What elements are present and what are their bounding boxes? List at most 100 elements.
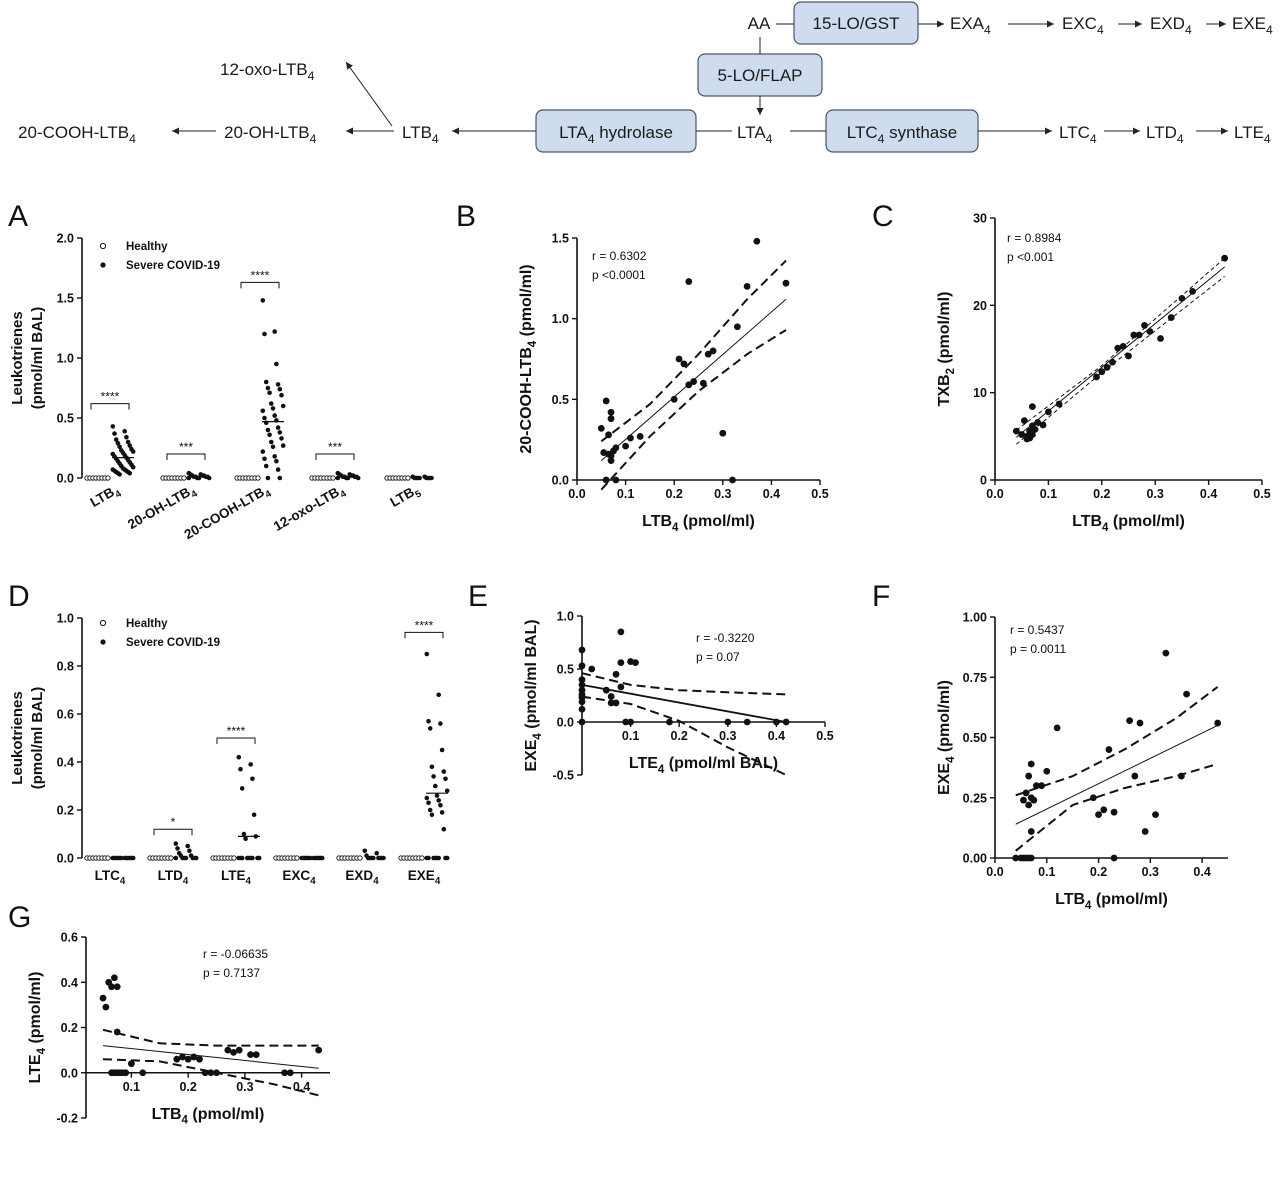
significance-bracket bbox=[404, 631, 444, 639]
covid-point bbox=[277, 386, 283, 392]
y-tick-label: 0.4 bbox=[57, 756, 74, 770]
y-tick-label: 0.4 bbox=[61, 976, 78, 990]
label-15-lo-gst: 15-LO/GST bbox=[813, 14, 900, 33]
p-value: p = 0.07 bbox=[696, 650, 740, 664]
panel-label-e: E bbox=[468, 580, 488, 613]
y-axis-label: EXE4 (pmol/ml BAL) bbox=[523, 619, 544, 771]
covid-point bbox=[260, 298, 266, 303]
y-tick-label: 0.0 bbox=[57, 852, 74, 866]
ci-upper-band bbox=[600, 259, 787, 443]
data-point bbox=[190, 1053, 198, 1061]
panel-label-d: D bbox=[8, 580, 30, 613]
data-point bbox=[1045, 408, 1052, 416]
data-point bbox=[719, 429, 727, 437]
ci-lower-band bbox=[600, 329, 787, 491]
data-point bbox=[636, 433, 644, 440]
covid-point bbox=[130, 855, 136, 861]
regression-line bbox=[1015, 725, 1218, 825]
data-point bbox=[753, 237, 761, 245]
y-axis-label: Leukotrienes bbox=[9, 311, 26, 404]
covid-point bbox=[248, 762, 253, 767]
data-point bbox=[607, 415, 615, 423]
legend-healthy-marker bbox=[99, 619, 107, 627]
category-label: LTD4 bbox=[158, 868, 189, 887]
healthy-point bbox=[105, 855, 111, 861]
data-point bbox=[627, 718, 634, 726]
data-point bbox=[690, 378, 698, 385]
legend-healthy: Healthy bbox=[126, 241, 168, 253]
data-point bbox=[588, 665, 596, 673]
panel-a: A 0.0 0.5 1.0 1.5 2.0 Leukotrienes (pmol/ml BAL… bbox=[8, 200, 434, 542]
covid-point bbox=[263, 379, 269, 385]
covid-point bbox=[381, 855, 386, 861]
x-axis-label: LTB4 (pmol/ml) bbox=[152, 1106, 265, 1127]
data-point bbox=[1027, 854, 1035, 862]
y-tick-label: -0.5 bbox=[552, 769, 574, 783]
x-tick-label: 0.5 bbox=[1253, 487, 1270, 501]
y-tick-label: 1.00 bbox=[963, 611, 987, 625]
data-point bbox=[597, 424, 605, 432]
significance-label: * bbox=[171, 815, 176, 829]
x-tick-label: 0.2 bbox=[666, 487, 683, 501]
covid-point bbox=[127, 470, 133, 476]
data-point bbox=[1131, 772, 1139, 780]
covid-point bbox=[119, 855, 124, 861]
x-tick-label: 0.1 bbox=[1038, 865, 1055, 879]
data-point bbox=[1039, 421, 1047, 429]
y-axis-label: TXB2 (pmol/ml) bbox=[936, 292, 957, 407]
covid-point bbox=[374, 850, 380, 856]
data-point bbox=[201, 1069, 209, 1077]
data-point bbox=[607, 408, 615, 416]
covid-point bbox=[441, 826, 447, 832]
covid-point bbox=[267, 432, 272, 438]
data-point bbox=[207, 1069, 215, 1077]
y-tick-label: 0.2 bbox=[57, 804, 74, 818]
covid-point bbox=[335, 475, 341, 481]
covid-point bbox=[436, 798, 442, 803]
ci-upper-band bbox=[1015, 686, 1219, 797]
data-point bbox=[1031, 425, 1039, 433]
covid-point bbox=[426, 800, 431, 806]
data-point bbox=[675, 355, 683, 363]
p-value: p <0.001 bbox=[1007, 250, 1054, 264]
covid-point bbox=[438, 802, 443, 808]
data-point bbox=[699, 379, 707, 387]
covid-point bbox=[241, 831, 247, 837]
x-tick-label: 0.3 bbox=[714, 487, 731, 501]
data-point bbox=[1141, 322, 1148, 329]
y-tick-label: 0.75 bbox=[963, 671, 987, 685]
ci-upper-band bbox=[102, 1028, 319, 1047]
data-point bbox=[578, 646, 586, 654]
covid-point bbox=[260, 408, 266, 414]
label-exc4: EXC4 bbox=[1062, 14, 1104, 37]
covid-point bbox=[265, 385, 271, 391]
x-tick-label: 0.5 bbox=[811, 487, 828, 501]
data-point bbox=[224, 1046, 232, 1054]
data-point bbox=[1157, 335, 1164, 342]
data-point bbox=[1053, 724, 1061, 732]
covid-point bbox=[263, 463, 269, 469]
covid-point bbox=[262, 415, 267, 421]
label-20-oh-ltb4: 20-OH-LTB4 bbox=[224, 123, 317, 146]
data-point bbox=[1178, 294, 1186, 302]
x-axis-label: LTB4 (pmol/ml) bbox=[1072, 513, 1185, 534]
panel-label-g: G bbox=[8, 901, 31, 934]
healthy-point bbox=[405, 475, 411, 481]
covid-point bbox=[130, 449, 136, 454]
label-12-oxo-ltb4: 12-oxo-LTB4 bbox=[220, 60, 315, 83]
data-point bbox=[1119, 342, 1127, 350]
covid-point bbox=[250, 776, 255, 782]
data-point bbox=[1152, 811, 1159, 819]
x-tick-label: 0.1 bbox=[617, 487, 634, 501]
covid-point bbox=[275, 425, 281, 430]
legend-healthy-marker bbox=[99, 242, 107, 250]
covid-point bbox=[173, 855, 179, 861]
data-point bbox=[578, 698, 586, 706]
regression-line bbox=[581, 684, 787, 723]
data-point bbox=[179, 1053, 186, 1061]
data-point bbox=[602, 476, 610, 484]
y-axis-label: (pmol/ml BAL) bbox=[29, 307, 46, 410]
data-point bbox=[685, 381, 693, 389]
